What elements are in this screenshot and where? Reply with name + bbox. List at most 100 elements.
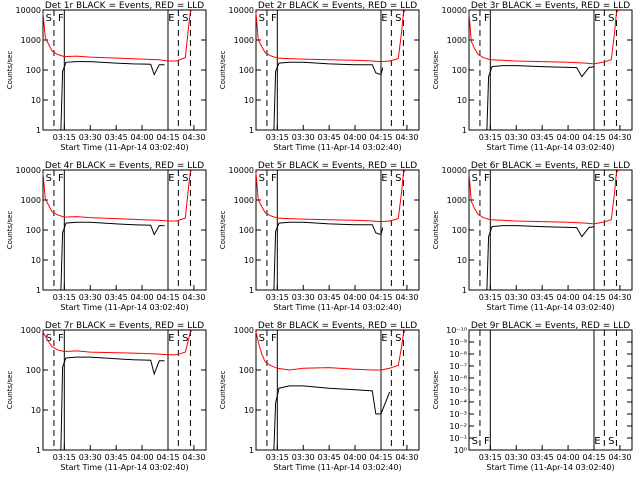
y-axis-label: Counts/sec [432,51,440,90]
x-tick-label: 04:00 [131,293,154,302]
x-tick-label: 03:15 [479,133,502,142]
marker-label: S [608,13,614,24]
marker-label: S [472,436,478,447]
y-tick-label: 100 [239,226,254,235]
x-tick-label: 03:45 [531,133,554,142]
x-tick-label: 03:15 [266,453,289,462]
marker-label: S [46,13,52,24]
x-tick-label: 04:15 [156,133,179,142]
y-tick-label: 10000 [442,166,467,175]
y-tick-label: 10 [244,96,254,105]
x-tick-label: 04:15 [369,453,392,462]
y-tick-label: 10 [244,406,254,415]
chart-panel-6: Det 6r BLACK = Events, RED = LLD 1 10 100 10… [432,161,633,312]
events-line [53,356,165,451]
y-tick-label: 1000 [21,196,41,205]
y-tick-label: 100 [452,66,467,75]
x-axis-label: Start Time (11-Apr-14 03:02:40) [60,143,188,152]
x-tick-label: 03:45 [105,133,128,142]
chart-panel-3: Det 3r BLACK = Events, RED = LLD 1 10 100 10… [432,1,633,152]
x-tick-label: 04:15 [582,133,605,142]
y-tick-label: 10⁻² [449,422,467,431]
x-axis-label: Start Time (11-Apr-14 03:02:40) [486,143,614,152]
marker-label: E [594,173,600,184]
y-tick-label: 1 [249,286,254,295]
marker-label: S [395,173,401,184]
x-tick-label: 04:00 [344,293,367,302]
x-tick-label: 03:30 [292,133,315,142]
x-tick-label: 03:30 [505,293,528,302]
x-tick-label: 03:15 [53,133,76,142]
chart-title: Det 4r BLACK = Events, RED = LLD [45,161,204,171]
y-tick-label: 1000 [21,326,41,335]
marker-label: S [182,173,188,184]
lld-line [42,169,193,222]
y-tick-label: 1000 [447,36,467,45]
marker-label: E [381,13,387,24]
lld-line [42,329,193,356]
x-axis-label: Start Time (11-Apr-14 03:02:40) [273,303,401,312]
x-tick-label: 03:45 [318,133,341,142]
x-tick-label: 03:30 [79,293,102,302]
marker-label: S [395,13,401,24]
marker-label: S [182,333,188,344]
events-line [266,385,391,451]
plot-frame [468,329,633,451]
marker-label: F [271,13,277,24]
y-tick-label: 10000 [16,166,41,175]
y-tick-label: 10 [31,256,41,265]
chart-title: Det 3r BLACK = Events, RED = LLD [471,1,630,11]
x-tick-label: 04:30 [608,293,631,302]
x-axis-label: Start Time (11-Apr-14 03:02:40) [486,463,614,472]
x-tick-label: 04:15 [156,453,179,462]
y-axis-label: Counts/sec [6,51,14,90]
x-tick-label: 03:30 [79,133,102,142]
marker-label: E [168,173,174,184]
y-tick-label: 10 [457,96,467,105]
plot-frame [255,329,420,451]
marker-label: S [259,333,265,344]
x-tick-label: 04:30 [182,133,205,142]
chart-panel-7: Det 7r BLACK = Events, RED = LLD 1 10 100 10… [6,321,207,472]
y-tick-label: 1 [249,126,254,135]
x-axis-label: Start Time (11-Apr-14 03:02:40) [60,303,188,312]
marker-label: E [594,13,600,24]
x-tick-label: 03:45 [531,453,554,462]
chart-title: Det 5r BLACK = Events, RED = LLD [258,161,417,171]
y-tick-label: 100 [239,366,254,375]
y-axis-label: Counts/sec [432,211,440,250]
events-line [266,61,384,131]
y-tick-label: 1000 [21,36,41,45]
x-tick-label: 04:15 [582,293,605,302]
plot-frame [468,9,633,131]
x-tick-label: 04:15 [369,293,392,302]
y-tick-label: 10⁻¹ [449,434,467,443]
marker-label: E [594,436,600,447]
chart-panel-5: Det 5r BLACK = Events, RED = LLD 1 10 100 10… [219,161,420,312]
x-tick-label: 03:15 [266,133,289,142]
x-tick-label: 03:15 [53,293,76,302]
x-axis-label: Start Time (11-Apr-14 03:02:40) [273,463,401,472]
chart-title: Det 8r BLACK = Events, RED = LLD [258,321,417,331]
y-tick-label: 100 [26,366,41,375]
lld-line [255,9,406,63]
marker-label: F [58,173,64,184]
x-tick-label: 04:30 [608,133,631,142]
chart-panel-2: Det 2r BLACK = Events, RED = LLD 1 10 100 10… [219,1,420,152]
x-tick-label: 03:15 [479,293,502,302]
x-axis-label: Start Time (11-Apr-14 03:02:40) [60,463,188,472]
marker-label: S [259,13,265,24]
y-tick-label: 10000 [16,6,41,15]
x-tick-label: 04:30 [182,453,205,462]
y-tick-label: 10000 [442,6,467,15]
x-tick-label: 04:00 [131,133,154,142]
y-axis-label: Counts/sec [219,371,227,410]
y-tick-label: 10⁻¹⁰ [446,326,467,335]
y-tick-label: 100 [452,226,467,235]
lld-line [42,9,193,62]
y-tick-label: 1 [36,126,41,135]
marker-label: F [484,13,490,24]
y-tick-label: 1 [462,126,467,135]
x-tick-label: 04:30 [395,133,418,142]
